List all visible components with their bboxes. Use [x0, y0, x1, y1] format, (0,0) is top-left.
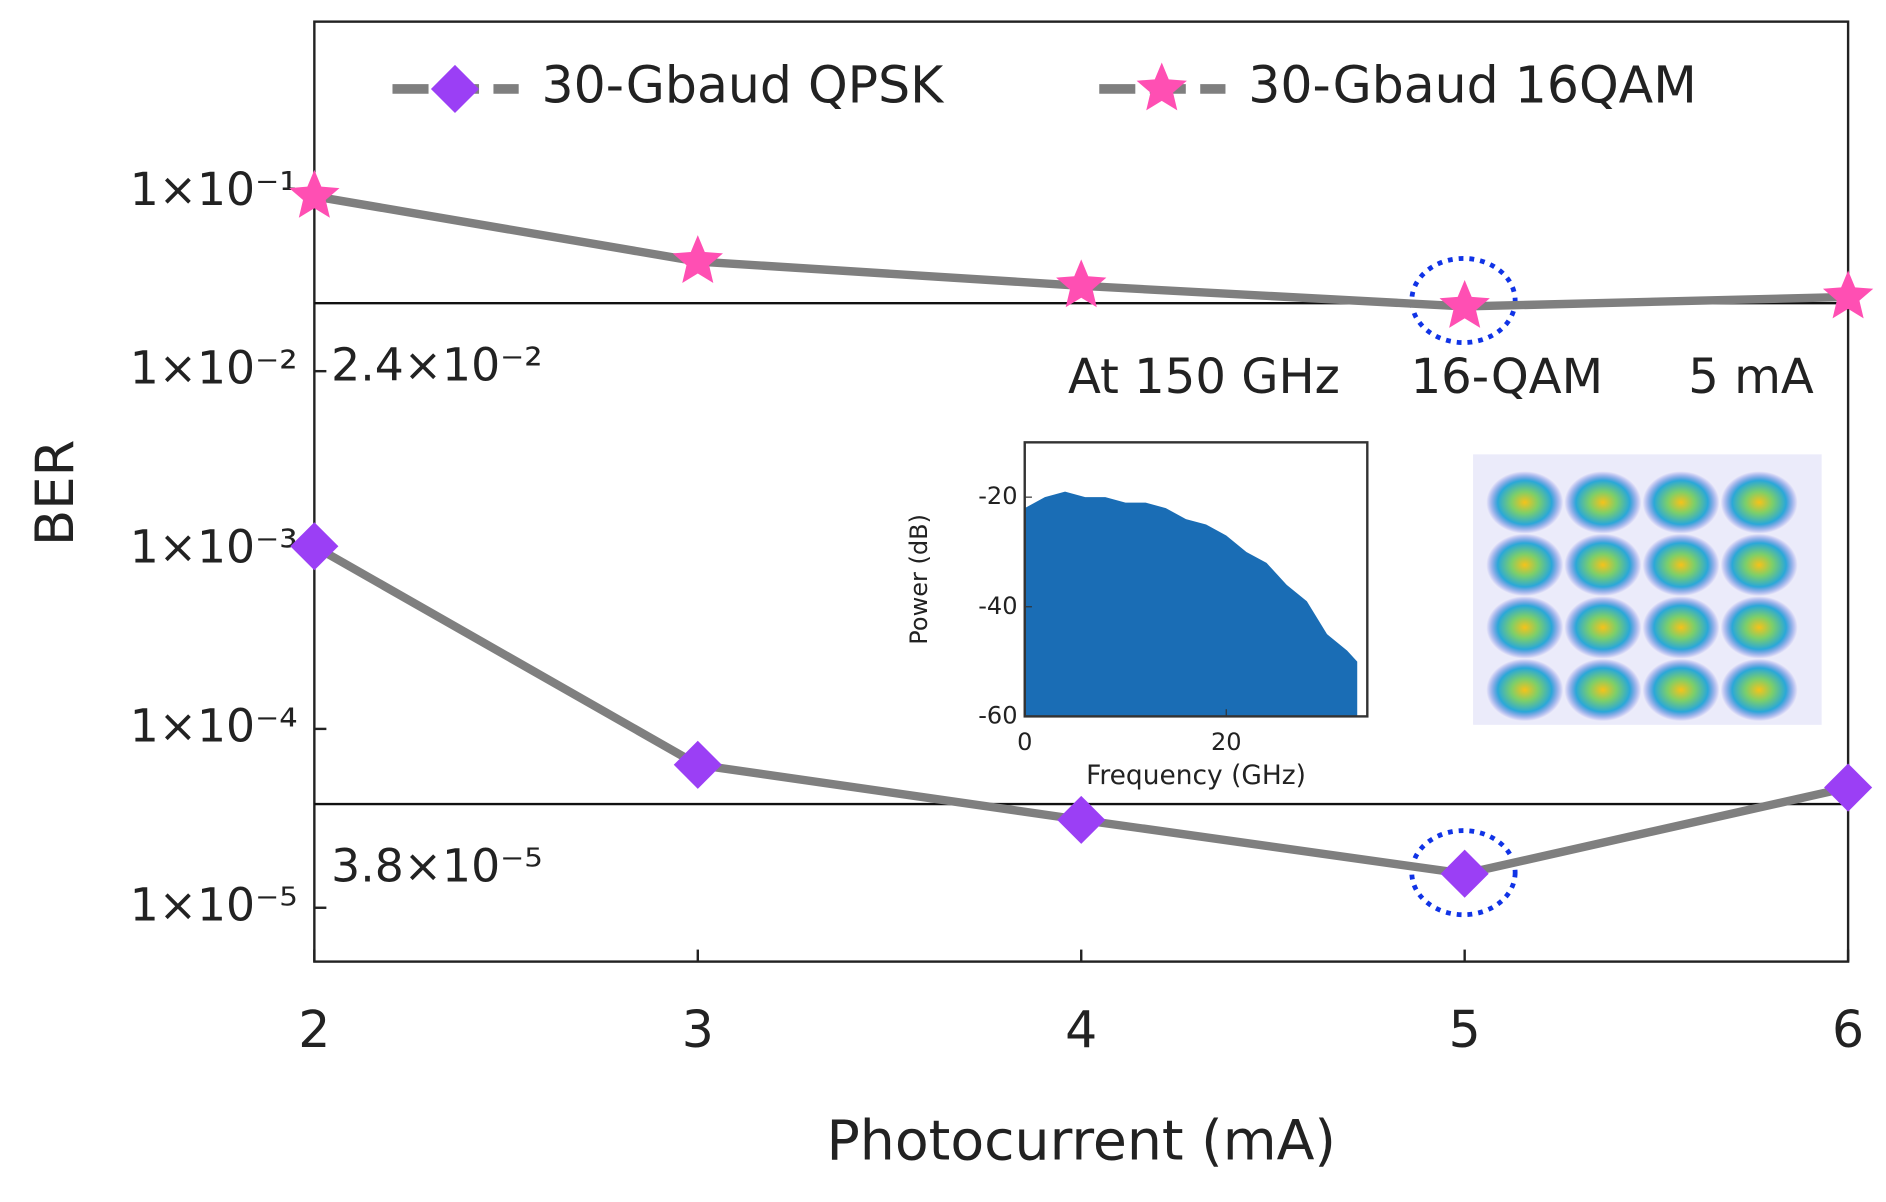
- y-tick-label: -20: [978, 482, 1017, 510]
- constellation-cluster: [1720, 658, 1798, 722]
- constellation-cluster: [1642, 533, 1720, 597]
- constellation: [1473, 454, 1822, 725]
- constellation-cluster: [1642, 471, 1720, 534]
- constellation-cluster: [1720, 533, 1798, 597]
- y-axis-label: BER: [25, 440, 86, 546]
- y-tick-label: 1×10⁻²: [130, 342, 298, 395]
- constellation-cluster: [1564, 596, 1642, 659]
- constellation-cluster: [1642, 596, 1720, 659]
- constellation-cluster: [1564, 533, 1642, 597]
- x-tick-label: 20: [1211, 728, 1242, 756]
- spectrum-area: [1024, 491, 1358, 717]
- x-tick-label: 0: [1017, 728, 1032, 756]
- x-tick-label: 3: [682, 1000, 714, 1059]
- annotation: 5 mA: [1688, 349, 1814, 405]
- x-tick-label: 4: [1065, 1000, 1097, 1059]
- legend-marker: [1136, 62, 1187, 111]
- inset: -20 -40 -600 20 Frequency (GHz) Power (dB): [905, 441, 1369, 791]
- reference-label: 3.8×10⁻⁵: [331, 839, 542, 892]
- marker: [1056, 259, 1107, 308]
- highlight-circle: [1409, 828, 1518, 918]
- marker: [672, 235, 723, 283]
- y-tick-label: -40: [978, 592, 1017, 620]
- constellation-cluster: [1720, 471, 1798, 534]
- y-axis-label: Power (dB): [905, 514, 933, 645]
- constellation-cluster: [1486, 533, 1564, 597]
- marker: [1439, 280, 1490, 328]
- y-tick-label: 1×10⁻⁵: [130, 878, 298, 931]
- constellation-cluster: [1642, 658, 1720, 722]
- constellation-cluster: [1486, 471, 1564, 534]
- reference-label: 2.4×10⁻²: [331, 339, 542, 392]
- y-tick-label: 1×10⁻³: [130, 521, 298, 574]
- marker: [289, 169, 340, 218]
- annotation: At 150 GHz: [1068, 349, 1340, 405]
- legend-label: 30-Gbaud 16QAM: [1248, 55, 1696, 114]
- legend-marker: [430, 64, 480, 113]
- constellation-cluster: [1564, 471, 1642, 534]
- y-tick-label: -60: [978, 701, 1017, 729]
- x-tick-label: 5: [1449, 1000, 1481, 1059]
- marker: [1440, 849, 1489, 898]
- constellation-cluster: [1720, 596, 1798, 659]
- constellation-cluster: [1564, 658, 1642, 722]
- y-tick-label: 1×10⁻⁴: [130, 699, 298, 752]
- y-tick-label: 1×10⁻¹: [130, 163, 298, 216]
- highlight-circle: [1409, 256, 1518, 345]
- annotation: 16-QAM: [1411, 349, 1604, 405]
- x-axis-label: Photocurrent (mA): [826, 1109, 1336, 1173]
- marker: [1822, 270, 1874, 319]
- marker: [673, 740, 722, 789]
- constellation-cluster: [1486, 596, 1564, 659]
- x-tick-label: 2: [298, 1000, 330, 1059]
- x-axis-label: Frequency (GHz): [1086, 760, 1306, 791]
- constellation-cluster: [1486, 658, 1564, 722]
- annotations: At 150 GHz 16-QAM 5 mA: [1068, 349, 1814, 405]
- marker: [1824, 763, 1873, 812]
- marker: [1057, 795, 1106, 844]
- x-tick-label: 6: [1832, 1000, 1864, 1059]
- inset-frame: [1023, 441, 1369, 718]
- legend-label: 30-Gbaud QPSK: [542, 55, 946, 114]
